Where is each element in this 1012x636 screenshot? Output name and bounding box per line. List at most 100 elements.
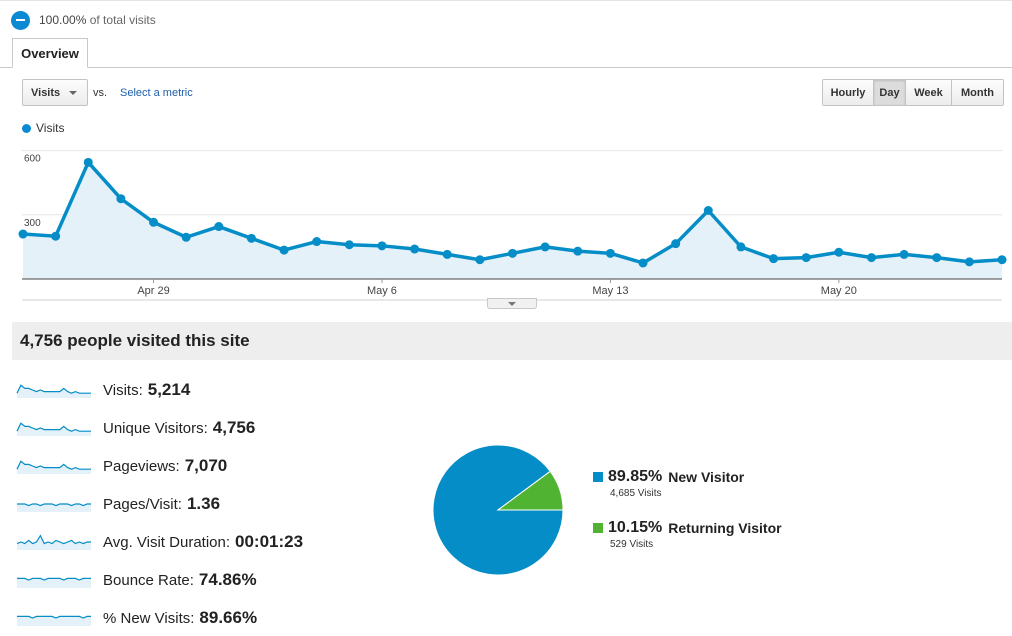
sparkline-line [16, 422, 91, 432]
visits-point[interactable] [573, 246, 583, 256]
metric-label: Pages/Visit: [103, 495, 182, 513]
metric-row: % New Visits: 89.66% [16, 606, 257, 630]
sparkline-icon[interactable] [16, 494, 92, 514]
visits-point[interactable] [605, 248, 615, 258]
visits-point[interactable] [736, 242, 746, 252]
x-tick-label: Apr 29 [137, 285, 169, 297]
segment-row: 100.00% of total visits [11, 10, 156, 30]
metric-value: 1.36 [186, 494, 221, 513]
metric-row: Pageviews: 7,070 [16, 454, 227, 478]
metric-label: Unique Visitors: [103, 419, 208, 437]
metric-row: Unique Visitors: 4,756 [16, 416, 255, 440]
metric-value: 00:01:23 [235, 532, 304, 551]
sparkline-icon[interactable] [16, 418, 92, 438]
visits-point[interactable] [932, 253, 942, 263]
pie-slice-returning-visitor[interactable] [496, 470, 564, 511]
visits-point[interactable] [638, 258, 648, 268]
x-tick-label: May 13 [592, 285, 628, 297]
y-tick-label: 300 [24, 218, 41, 229]
sparkline-area [17, 578, 91, 588]
metric-row: Visits: 5,214 [16, 378, 190, 402]
visits-point[interactable] [18, 229, 28, 239]
visits-point[interactable] [83, 157, 93, 167]
x-tick-label: May 6 [367, 285, 397, 297]
sparkline-icon[interactable] [16, 380, 92, 400]
metric-value: 89.66% [199, 608, 258, 627]
pie-legend-new: 89.85% New Visitor 4,685 Visits [593, 467, 744, 499]
visits-point[interactable] [834, 247, 844, 257]
summary-title: 4,756 people visited this site [20, 331, 250, 350]
sparkline-line [16, 460, 91, 470]
sparkline-icon[interactable] [16, 532, 92, 552]
summary-bar: 4,756 people visited this site [12, 322, 1012, 360]
visits-point[interactable] [214, 222, 224, 232]
visits-point[interactable] [671, 239, 681, 249]
sparkline-line [16, 534, 91, 545]
visits-point[interactable] [801, 253, 811, 263]
visits-point[interactable] [312, 237, 322, 247]
visits-point[interactable] [866, 253, 876, 263]
pie-slice-new-visitor[interactable] [432, 444, 564, 576]
visits-point[interactable] [246, 233, 256, 243]
day-button[interactable]: Day [874, 80, 906, 105]
sparkline-icon[interactable] [16, 456, 92, 476]
metric-value: 7,070 [184, 456, 228, 475]
metric-label: Bounce Rate: [103, 571, 194, 589]
visits-point[interactable] [149, 217, 159, 227]
returning-visitor-label: Returning Visitor [668, 520, 782, 536]
chart-legend: Visits [22, 121, 64, 135]
metric-label: Pageviews: [103, 457, 180, 475]
sparkline-line [17, 615, 91, 619]
top-divider [0, 0, 1012, 1]
month-button[interactable]: Month [952, 80, 1003, 105]
visits-point[interactable] [703, 206, 713, 215]
visits-point[interactable] [475, 255, 485, 265]
segment-collapse-icon[interactable] [11, 10, 30, 30]
visits-point[interactable] [508, 248, 517, 258]
visits-area [23, 162, 1002, 279]
select-metric-link[interactable]: Select a metric [120, 87, 193, 99]
visits-point[interactable] [442, 249, 452, 259]
visits-point[interactable] [997, 255, 1007, 265]
returning-visitor-visits: 529 Visits [610, 539, 654, 550]
visitor-type-pie-chart[interactable] [432, 444, 564, 576]
sparkline-icon[interactable] [16, 608, 92, 628]
sparkline-icon[interactable] [16, 570, 92, 590]
visits-point[interactable] [181, 232, 191, 242]
pie-legend-returning: 10.15% Returning Visitor 529 Visits [593, 518, 782, 550]
metric-label: Visits: [103, 381, 143, 399]
sparkline-area [17, 504, 91, 512]
metric-value: 5,214 [147, 380, 191, 399]
metric-label: Avg. Visit Duration: [103, 533, 231, 551]
chart-collapse-handle[interactable] [487, 298, 537, 309]
visits-point[interactable] [344, 240, 354, 250]
metric-row: Bounce Rate: 74.86% [16, 568, 257, 592]
visits-point[interactable] [410, 244, 420, 254]
metric-row: Avg. Visit Duration: 00:01:23 [16, 530, 303, 554]
tab-overview[interactable]: Overview [12, 38, 88, 68]
visits-point[interactable] [769, 254, 779, 264]
returning-visitor-swatch-icon [593, 523, 603, 533]
x-tick-label: May 20 [821, 285, 857, 297]
visits-line-chart[interactable]: 300 600 Apr 29 May 6 May 13 May 20 [0, 136, 1012, 312]
visits-point[interactable] [279, 245, 289, 255]
sparkline-line [17, 503, 91, 507]
segment-percent: 100.00% [39, 13, 87, 27]
visits-point[interactable] [899, 249, 909, 259]
visits-point[interactable] [540, 242, 550, 252]
visits-point[interactable] [964, 257, 974, 267]
week-button[interactable]: Week [906, 80, 952, 105]
legend-label: Visits [36, 121, 65, 135]
visits-point[interactable] [377, 241, 387, 251]
new-visitor-label: New Visitor [668, 469, 745, 485]
hourly-button[interactable]: Hourly [823, 80, 874, 105]
metric-label: % New Visits: [103, 609, 195, 627]
visits-point[interactable] [116, 194, 126, 204]
metric-select[interactable]: Visits [22, 79, 88, 106]
metric-value: 74.86% [198, 570, 257, 589]
returning-visitor-percent: 10.15% [608, 519, 663, 536]
new-visitor-visits: 4,685 Visits [610, 488, 662, 499]
granularity-toggle: Hourly Day Week Month [822, 79, 1004, 106]
y-tick-label: 600 [24, 154, 41, 165]
visits-point[interactable] [51, 231, 61, 241]
